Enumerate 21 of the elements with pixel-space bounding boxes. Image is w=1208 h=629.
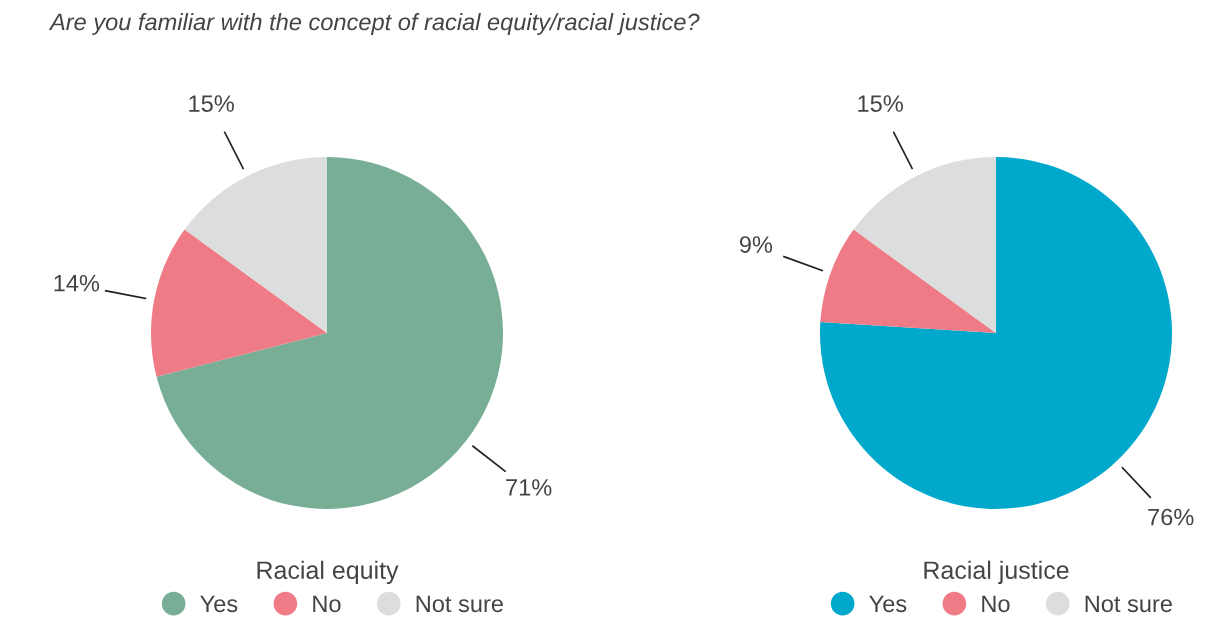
legend-label: Not sure — [416, 595, 503, 613]
text: Racial equity — [257, 560, 399, 585]
data-label: 76% — [1148, 508, 1194, 526]
pie-slice — [184, 157, 327, 333]
pie-slice — [151, 229, 327, 377]
data-label: 9% — [739, 236, 773, 253]
chart-title: Are you familiar with the concept of racial equity/racial justice? — [48, 13, 700, 35]
legend-label: Yes — [869, 595, 907, 613]
legend-label: Not sure — [1085, 595, 1172, 613]
pie-slice — [853, 157, 996, 333]
legend-label: No — [982, 595, 1010, 613]
data-label: 71% — [506, 479, 552, 496]
data-label: 14% — [54, 274, 100, 292]
data-label: 15% — [858, 95, 903, 112]
pie-slice — [820, 229, 996, 333]
data-label: 15% — [189, 95, 234, 112]
text: Racial justice — [924, 560, 1069, 585]
legend-label: No — [313, 595, 341, 613]
pie-slice — [820, 157, 1172, 509]
legend-label: Yes — [200, 595, 238, 613]
pie-slice — [156, 157, 503, 509]
